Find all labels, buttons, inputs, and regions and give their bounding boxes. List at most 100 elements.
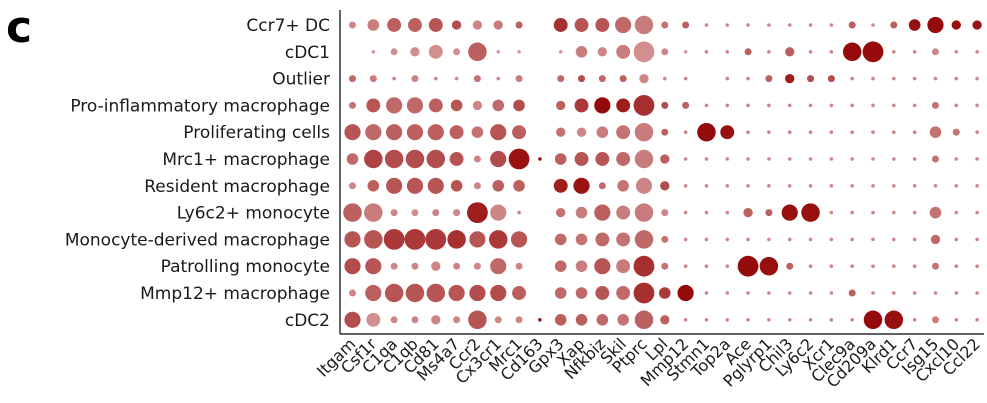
dot [892,130,896,134]
dot [954,50,959,54]
dot [863,310,883,330]
row-label: cDC2 [285,311,330,331]
dot [871,23,875,27]
dot [349,289,356,297]
dot [746,237,750,242]
dot [510,231,528,248]
dot [892,237,896,242]
row-label: Pro-inflammatory macrophage [70,96,330,116]
dot [931,316,939,324]
dot [496,76,501,81]
dot [406,177,424,194]
dot [554,260,567,273]
dot [829,157,834,161]
dot [767,157,771,161]
dot [575,260,588,273]
dot [975,318,979,322]
dot [390,316,398,324]
dot [892,210,896,215]
dot [677,284,694,302]
dot [660,315,670,325]
dot [573,177,590,194]
dot [829,210,834,215]
dot [829,130,834,134]
dot [765,209,773,217]
dot [634,310,654,330]
dot [454,76,459,81]
row-label: Resident macrophage [144,177,330,197]
dot [725,23,730,27]
dot [490,284,507,302]
dot [850,184,854,188]
dot [634,122,654,142]
dot [829,184,834,188]
dot [767,237,771,242]
dot [366,312,381,327]
dot [908,19,921,31]
dot [594,97,611,114]
dot [704,50,709,54]
dot [349,101,356,109]
dot [725,237,730,242]
dot [575,233,588,246]
dot [682,21,690,29]
dot [472,20,483,30]
dot [954,210,959,215]
dot [954,103,959,108]
dot [808,237,813,242]
dot [743,207,753,218]
dot [661,209,669,217]
dot [554,153,567,165]
dot [406,97,424,114]
dot [829,50,834,54]
dot [746,23,750,27]
dot [746,184,750,188]
dot [912,157,917,161]
dot [349,182,356,190]
dot [386,124,403,141]
dot [598,182,606,190]
dot [808,103,813,108]
dot [892,103,896,108]
dot [344,311,361,328]
dot [785,47,795,57]
dot [633,95,655,116]
dot [431,315,441,325]
dot [427,177,444,194]
dot [405,283,425,303]
dot [952,128,960,136]
dot [469,284,486,302]
dot [704,318,709,322]
dot [725,76,730,81]
dot [386,97,403,114]
dot [683,264,688,269]
dot [595,18,610,32]
dot [432,209,440,217]
dot [862,41,884,63]
dot [473,262,481,270]
dot [683,130,688,134]
dot [767,23,771,27]
dot [912,318,917,322]
dot [767,291,771,295]
dot [954,264,959,269]
dot [975,184,979,188]
dot [492,180,505,192]
dot [554,287,567,299]
dot [556,100,566,111]
dot [704,23,709,27]
dot [850,264,854,269]
dot [473,155,481,163]
dot [912,291,917,295]
dot [453,48,461,56]
dot [634,149,654,169]
dot [513,99,525,112]
dot [829,237,834,242]
dot [931,155,939,163]
dot [781,204,798,221]
dot [890,21,898,29]
dot [850,210,854,215]
dot [704,291,709,295]
dot [912,76,917,81]
